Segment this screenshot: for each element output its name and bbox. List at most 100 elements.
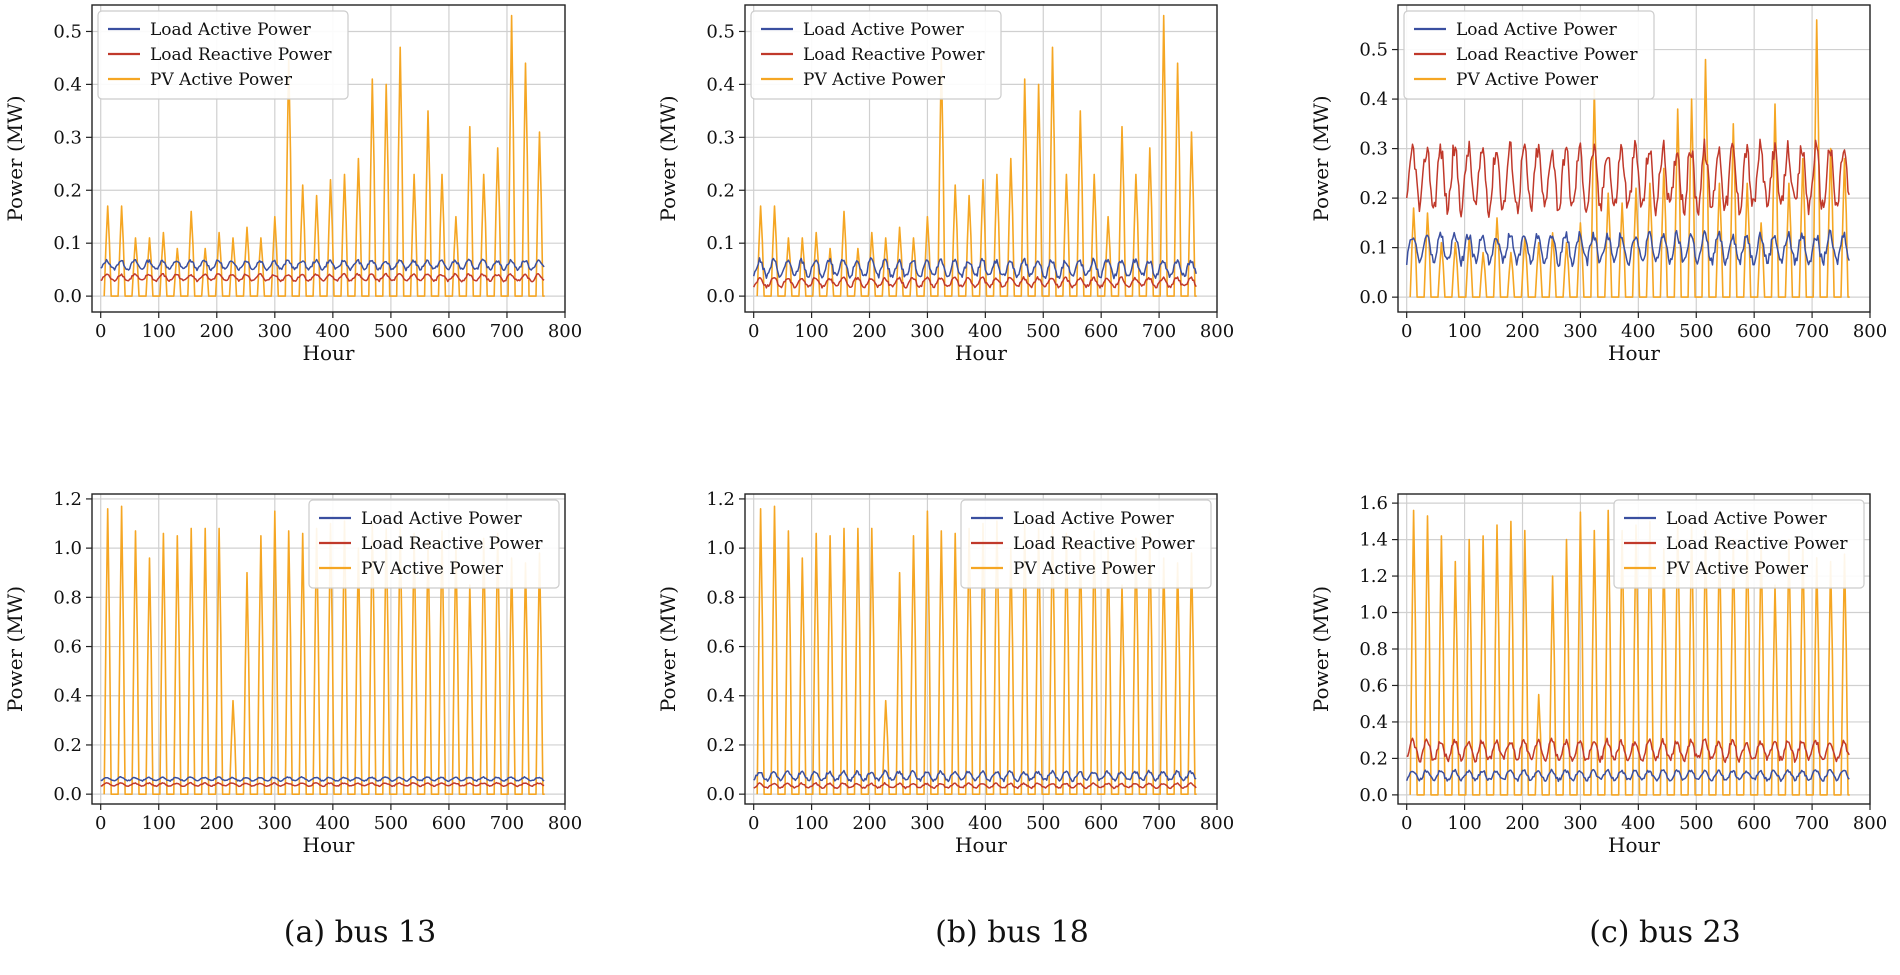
x-tick-label: 200 [200,813,234,834]
x-tick-label: 600 [432,813,466,834]
y-tick-label: 0.5 [53,21,82,42]
legend-label-pv-active: PV Active Power [803,70,946,90]
legend-box [97,10,349,100]
plot-frame [1397,4,1871,313]
y-tick-label: 0.6 [1359,675,1388,696]
legend-label-pv-active: PV Active Power [1456,70,1599,90]
y-tick-label: 0.1 [706,233,735,254]
x-tick-label: 100 [1447,321,1481,342]
series-line-load-reactive [1406,737,1850,764]
legend: Load Active Power Load Reactive Power PV A… [750,10,1002,100]
y-axis-label: Power (MW) [1309,586,1333,712]
x-tick-label: 700 [1142,321,1176,342]
y-tick-label: 0.6 [706,637,735,658]
y-tick-label: 0.6 [53,637,82,658]
series-line-load-active [100,258,545,272]
series-line-load-active [752,257,1197,280]
y-tick-label: 1.0 [1359,603,1388,624]
x-tick-label: 300 [1563,813,1597,834]
y-tick-label: 0.3 [1359,139,1388,160]
x-tick-label: 400 [316,813,350,834]
series-line-load-active [1405,768,1850,783]
series-line-load-reactive [753,781,1197,790]
x-tick-label: 500 [1026,321,1060,342]
x-tick-label: 500 [374,813,408,834]
series-line-pv-active [1409,19,1850,298]
caption-a: (a) bus 13 [283,915,437,950]
series-line-load-reactive [1405,138,1850,218]
x-tick-label: 600 [432,321,466,342]
y-tick-label: 1.4 [1359,530,1388,551]
y-tick-label: 0.4 [706,686,735,707]
x-tick-label: 800 [548,321,582,342]
legend-label-pv-active: PV Active Power [1666,559,1809,579]
x-axis-label: Hour [955,833,1007,857]
x-axis-label: Hour [1608,833,1660,857]
y-tick-label: 0.1 [1359,238,1388,259]
y-tick-label: 0.2 [1359,748,1388,769]
y-tick-label: 1.2 [53,489,82,510]
legend-label-load-reactive: Load Reactive Power [150,45,332,65]
y-tick-label: 0.8 [706,587,735,608]
legend-label-pv-active: PV Active Power [150,70,293,90]
x-tick-label: 300 [258,813,292,834]
x-tick-label: 700 [1795,321,1829,342]
y-tick-label: 0.4 [1359,712,1388,733]
legend-label-load-active: Load Active Power [1013,509,1175,529]
x-tick-label: 500 [1679,321,1713,342]
x-tick-label: 800 [1853,813,1887,834]
y-tick-label: 0.2 [53,735,82,756]
x-tick-label: 0 [95,321,106,342]
x-tick-label: 400 [968,813,1002,834]
x-tick-label: 400 [1621,321,1655,342]
y-tick-label: 0.2 [53,180,82,201]
y-axis-label: Power (MW) [656,586,680,712]
x-tick-label: 200 [1505,813,1539,834]
x-tick-label: 200 [852,321,886,342]
x-tick-label: 0 [748,813,759,834]
legend-label-load-reactive: Load Reactive Power [803,45,985,65]
y-tick-label: 0.4 [706,74,735,95]
legend: Load Active Power Load Reactive Power PV A… [97,10,349,100]
y-axis-label: Power (MW) [3,586,27,712]
x-tick-label: 400 [968,321,1002,342]
y-tick-label: 0.4 [53,686,82,707]
y-tick-label: 0.5 [1359,40,1388,61]
x-tick-label: 600 [1737,321,1771,342]
y-tick-label: 0.2 [1359,188,1388,209]
x-tick-label: 300 [258,321,292,342]
legend-label-load-reactive: Load Reactive Power [1013,534,1195,554]
y-tick-label: 0.3 [53,127,82,148]
legend-label-load-active: Load Active Power [361,509,523,529]
legend: Load Active Power Load Reactive Power PV A… [1613,499,1865,589]
legend-box [1613,499,1865,589]
x-axis-label: Hour [303,341,355,365]
plot-frame [91,4,566,313]
series-line-load-active [1405,229,1850,268]
y-tick-label: 0.4 [1359,89,1388,110]
x-tick-label: 0 [748,321,759,342]
legend-label-load-active: Load Active Power [150,20,312,40]
plot-frame [744,493,1218,805]
legend-label-pv-active: PV Active Power [1013,559,1156,579]
x-axis-label: Hour [955,341,1007,365]
y-tick-label: 1.0 [53,538,82,559]
x-tick-label: 0 [95,813,106,834]
series-line-load-reactive [100,781,545,788]
x-tick-label: 200 [852,813,886,834]
x-axis-label: Hour [1608,341,1660,365]
chart-panel-2: 0 100 200 300 400 500 600 700 800 0.0 0.1 0.2 0.3 0.4… [656,4,1234,365]
x-tick-label: 400 [316,321,350,342]
x-tick-label: 600 [1737,813,1771,834]
series-line-pv-active [103,14,545,297]
x-tick-label: 400 [1621,813,1655,834]
x-tick-label: 500 [1026,813,1060,834]
y-tick-label: 0.2 [706,180,735,201]
legend-box [750,10,1002,100]
x-tick-label: 800 [1200,813,1234,834]
legend-label-load-active: Load Active Power [803,20,965,40]
x-tick-label: 700 [1795,813,1829,834]
legend-label-load-reactive: Load Reactive Power [361,534,543,554]
legend-label-load-active: Load Active Power [1456,20,1618,40]
